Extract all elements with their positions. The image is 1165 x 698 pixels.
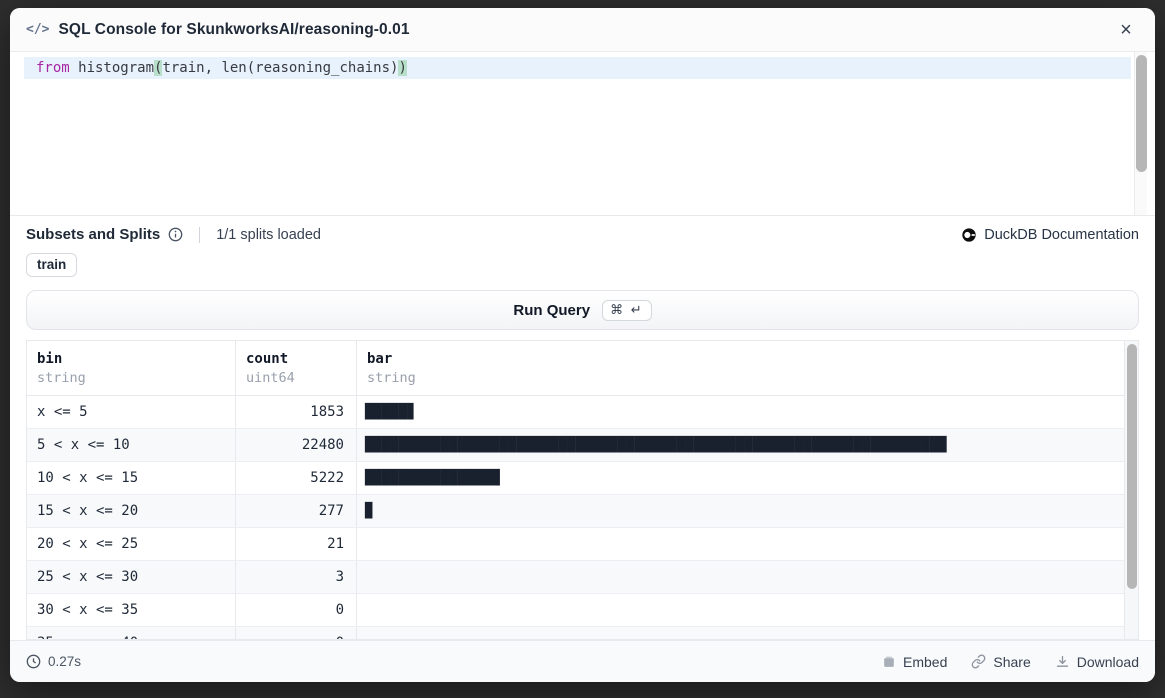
bin-cell: 5 < x <= 10 bbox=[37, 437, 130, 453]
sql-function: histogram bbox=[69, 60, 155, 76]
bar-cell: ▉ bbox=[356, 495, 1124, 527]
sql-editor[interactable]: from histogram(train, len(reasoning_chai… bbox=[10, 52, 1155, 215]
table-row: 5 < x <= 10 22480 ██████████████████████… bbox=[27, 429, 1124, 462]
download-label: Download bbox=[1076, 653, 1139, 670]
sql-args: train, len(reasoning_chains) bbox=[162, 60, 399, 76]
sql-open-paren: ( bbox=[154, 60, 163, 76]
embed-button[interactable]: Embed bbox=[882, 654, 947, 670]
table-row: 35 < x <= 40 0 bbox=[27, 627, 1124, 639]
bin-cell: 10 < x <= 15 bbox=[37, 470, 139, 486]
bin-cell: x <= 5 bbox=[37, 404, 88, 420]
subsets-and-splits-bar: Subsets and Splits 1/1 splits loaded Duc… bbox=[10, 215, 1155, 253]
table-row: 30 < x <= 35 0 bbox=[27, 594, 1124, 627]
bin-cell: 15 < x <= 20 bbox=[37, 503, 139, 519]
elapsed-value: 0.27s bbox=[48, 654, 82, 669]
bin-cell: 25 < x <= 30 bbox=[37, 569, 139, 585]
embed-icon bbox=[884, 656, 894, 667]
run-query-button[interactable]: Run Query ⌘ ↵ bbox=[26, 290, 1139, 330]
embed-label: Embed bbox=[903, 653, 948, 670]
count-cell: 21 bbox=[235, 528, 356, 560]
editor-scrollbar-thumb[interactable] bbox=[1136, 55, 1147, 172]
table-row: x <= 5 1853 █████▊ bbox=[27, 396, 1124, 429]
table-row: 25 < x <= 30 3 bbox=[27, 561, 1124, 594]
bar-cell: █████▊ bbox=[356, 396, 1124, 428]
footer-actions: Embed Share Download bbox=[882, 654, 1139, 670]
divider bbox=[199, 226, 201, 243]
bin-cell: 30 < x <= 35 bbox=[37, 602, 139, 618]
keyboard-shortcut-badge: ⌘ ↵ bbox=[602, 299, 652, 321]
download-icon bbox=[1056, 655, 1068, 667]
count-cell: 22480 bbox=[235, 429, 356, 461]
bar-cell bbox=[356, 627, 1124, 639]
table-row: 15 < x <= 20 277 ▉ bbox=[27, 495, 1124, 528]
run-query-label: Run Query bbox=[513, 301, 591, 319]
duckdb-logo-icon bbox=[962, 227, 976, 242]
table-scrollbar-thumb[interactable] bbox=[1127, 344, 1137, 589]
bar-cell bbox=[356, 561, 1124, 593]
share-label: Share bbox=[993, 653, 1031, 670]
close-icon[interactable]: × bbox=[1113, 17, 1139, 43]
column-header-count: count uint64 bbox=[235, 341, 356, 395]
count-cell: 5222 bbox=[235, 462, 356, 494]
column-header-bin: bin string bbox=[37, 351, 86, 386]
count-cell: 277 bbox=[235, 495, 356, 527]
bin-cell: 20 < x <= 25 bbox=[37, 536, 139, 552]
modal-title: SQL Console for SkunkworksAI/reasoning-0… bbox=[58, 20, 410, 38]
table-header-row: bin string count uint64 bar string bbox=[27, 341, 1124, 396]
modal-header: </> SQL Console for SkunkworksAI/reasoni… bbox=[10, 8, 1155, 52]
count-cell: 1853 bbox=[235, 396, 356, 428]
link-icon bbox=[972, 654, 986, 669]
sql-console-modal: </> SQL Console for SkunkworksAI/reasoni… bbox=[10, 8, 1155, 682]
modal-footer: 0.27s Embed Share Down bbox=[10, 640, 1155, 682]
duckdb-documentation-label: DuckDB Documentation bbox=[984, 226, 1139, 243]
split-chips: train bbox=[10, 253, 1155, 285]
column-header-bar: bar string bbox=[356, 341, 1124, 395]
bar-cell: ████████████████ bbox=[356, 462, 1124, 494]
sql-code-line[interactable]: from histogram(train, len(reasoning_chai… bbox=[24, 57, 1131, 79]
bin-cell: 35 < x <= 40 bbox=[27, 627, 235, 639]
share-button[interactable]: Share bbox=[971, 653, 1031, 670]
count-cell: 0 bbox=[235, 627, 356, 639]
sql-keyword: from bbox=[36, 60, 70, 76]
count-cell: 3 bbox=[235, 561, 356, 593]
duckdb-documentation-link[interactable]: DuckDB Documentation bbox=[961, 227, 1139, 243]
count-cell: 0 bbox=[235, 594, 356, 626]
subsets-label: Subsets and Splits bbox=[26, 226, 161, 243]
code-icon: </> bbox=[26, 22, 50, 37]
query-elapsed-time: 0.27s bbox=[26, 654, 81, 669]
sql-close-paren: ) bbox=[398, 60, 407, 76]
bar-cell bbox=[356, 528, 1124, 560]
results-table: bin string count uint64 bar string x <= … bbox=[26, 340, 1139, 640]
editor-scrollbar-track[interactable] bbox=[1134, 52, 1147, 215]
table-row: 20 < x <= 25 21 bbox=[27, 528, 1124, 561]
info-icon[interactable] bbox=[168, 227, 183, 242]
table-scrollbar-track[interactable] bbox=[1124, 341, 1138, 639]
download-button[interactable]: Download bbox=[1055, 654, 1139, 670]
bar-cell bbox=[356, 594, 1124, 626]
table-row: 10 < x <= 15 5222 ████████████████ bbox=[27, 462, 1124, 495]
bar-cell: ████████████████████████████████████████… bbox=[356, 429, 1124, 461]
clock-icon bbox=[26, 654, 41, 669]
split-chip-train[interactable]: train bbox=[26, 253, 78, 277]
splits-loaded-text: 1/1 splits loaded bbox=[216, 226, 321, 243]
